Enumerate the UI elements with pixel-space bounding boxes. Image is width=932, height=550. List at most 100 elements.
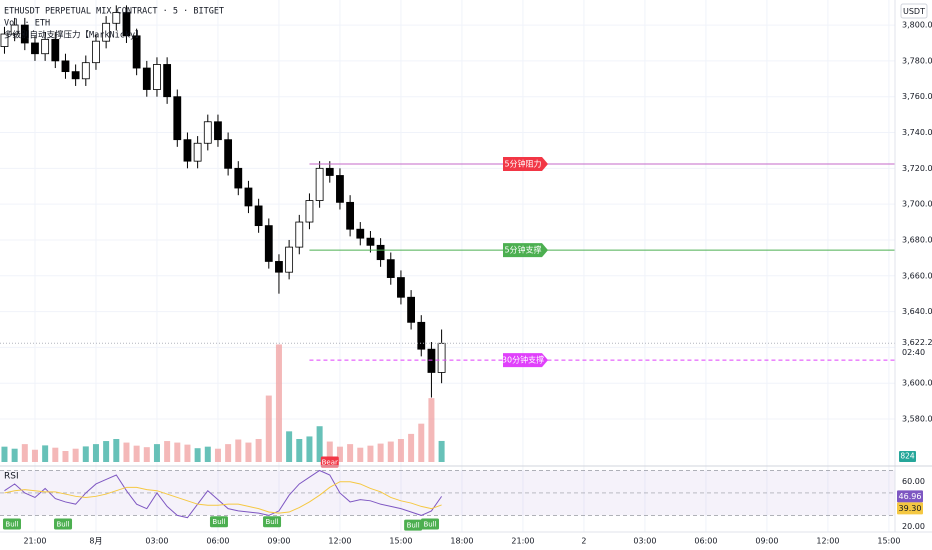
volume-bar (387, 441, 394, 462)
candle-body (142, 67, 151, 90)
rsi-tick-label: 60.00 (902, 477, 925, 486)
candle-body (203, 121, 212, 144)
volume-bar (204, 446, 211, 462)
candle-body (61, 60, 70, 73)
x-tick-label: 21:00 (23, 537, 46, 546)
y-tick-label: 3,740.00 (902, 128, 932, 137)
candle-body (71, 71, 80, 80)
volume-bar (31, 449, 38, 462)
signal-box (54, 518, 73, 530)
volume-bar (1, 446, 8, 462)
volume-bar (316, 426, 323, 462)
volume-bar (336, 446, 343, 462)
volume-bar (113, 439, 120, 462)
x-tick-label: 03:00 (633, 537, 656, 546)
candle-body (386, 259, 395, 278)
x-tick-label: 06:00 (206, 537, 229, 546)
y-tick-label: 3,680.00 (902, 235, 932, 244)
x-tick-label: 18:00 (450, 537, 473, 546)
candle-body (437, 342, 446, 373)
signal-label: Bull (407, 521, 420, 529)
volume-bar (82, 446, 89, 462)
volume-bar (103, 441, 110, 462)
ma-value-box (897, 502, 923, 515)
candle-body (81, 62, 90, 80)
candle-body (20, 24, 29, 44)
candle-body (397, 277, 405, 298)
candle-body (224, 139, 233, 169)
candle-body (407, 296, 416, 323)
volume-bar (306, 436, 313, 462)
volume-bar (133, 445, 140, 462)
candle-body (356, 228, 365, 239)
rsi-value-label: 46.96 (899, 492, 922, 501)
candle-body (51, 38, 60, 62)
signal-label: Bull (423, 520, 436, 528)
rsi-line (4, 469, 443, 519)
volume-bar (367, 445, 374, 462)
candle-body (112, 12, 121, 24)
x-tick-label: 21:00 (511, 537, 534, 546)
candle-body (295, 221, 304, 248)
signal-box (2, 518, 21, 530)
volume-bar (296, 439, 303, 462)
volume-bar (418, 423, 425, 462)
volume-bar (143, 447, 150, 462)
candle-body (31, 42, 39, 55)
candle-body (264, 225, 273, 262)
currency[interactable]: USDT (903, 7, 925, 16)
candle-body (163, 64, 172, 98)
volume-bar (245, 442, 252, 462)
y-tick-label: 3,700.00 (902, 200, 932, 209)
volume-bar (235, 439, 242, 462)
volume-bar (62, 451, 69, 462)
volume-bar (153, 444, 160, 462)
candle-body (0, 33, 9, 47)
candle-body (427, 348, 436, 373)
candle-body (254, 205, 263, 227)
candle-body (173, 96, 182, 141)
candle-body (366, 237, 375, 246)
volume-header: Vol · ETH (4, 19, 50, 29)
candle-body (285, 246, 294, 273)
level-tag (503, 157, 548, 172)
x-tick-label: 09:00 (267, 537, 290, 546)
currency-box[interactable] (900, 3, 928, 19)
rsi-tick-label: 20.00 (902, 522, 925, 531)
x-tick-label: 06:00 (694, 537, 717, 546)
last-price-box (896, 336, 932, 359)
volume-bar (275, 344, 282, 462)
signal-label: Bull (56, 520, 69, 528)
candle-body (234, 167, 243, 189)
candle-body (10, 24, 19, 35)
volume-bar (265, 395, 272, 462)
volume-bar (438, 440, 445, 462)
candle-body (153, 64, 161, 90)
y-tick-label: 3,640.00 (902, 307, 932, 316)
ma-value-label: 39.30 (899, 504, 922, 513)
x-tick-label: 03:00 (145, 537, 168, 546)
rsi-value-box (897, 490, 923, 503)
candle-body (275, 261, 283, 273)
symbol-header: ETHUSDT PERPETUAL MIX CONTRACT · 5 · BIT… (4, 7, 224, 17)
y-tick-label: 3,580.00 (902, 415, 932, 424)
volume-bar (52, 447, 59, 462)
candle-body (325, 167, 334, 176)
x-tick-label: 12:00 (328, 537, 351, 546)
volume-bar (92, 444, 99, 462)
level-label: 5分钟阻力 (504, 159, 541, 169)
candle-body (315, 167, 324, 201)
volume-bar (164, 441, 171, 462)
countdown-label: 02:40 (902, 348, 925, 357)
signal-label: Bear (322, 458, 338, 466)
volume-bar (11, 448, 18, 462)
signal-label: Bull (5, 520, 18, 528)
candle-body (102, 22, 111, 42)
volume-bar (347, 444, 354, 462)
last-price-label: 3,622.29 (902, 338, 932, 347)
signal-box (263, 516, 282, 528)
volume-bar (72, 448, 79, 462)
